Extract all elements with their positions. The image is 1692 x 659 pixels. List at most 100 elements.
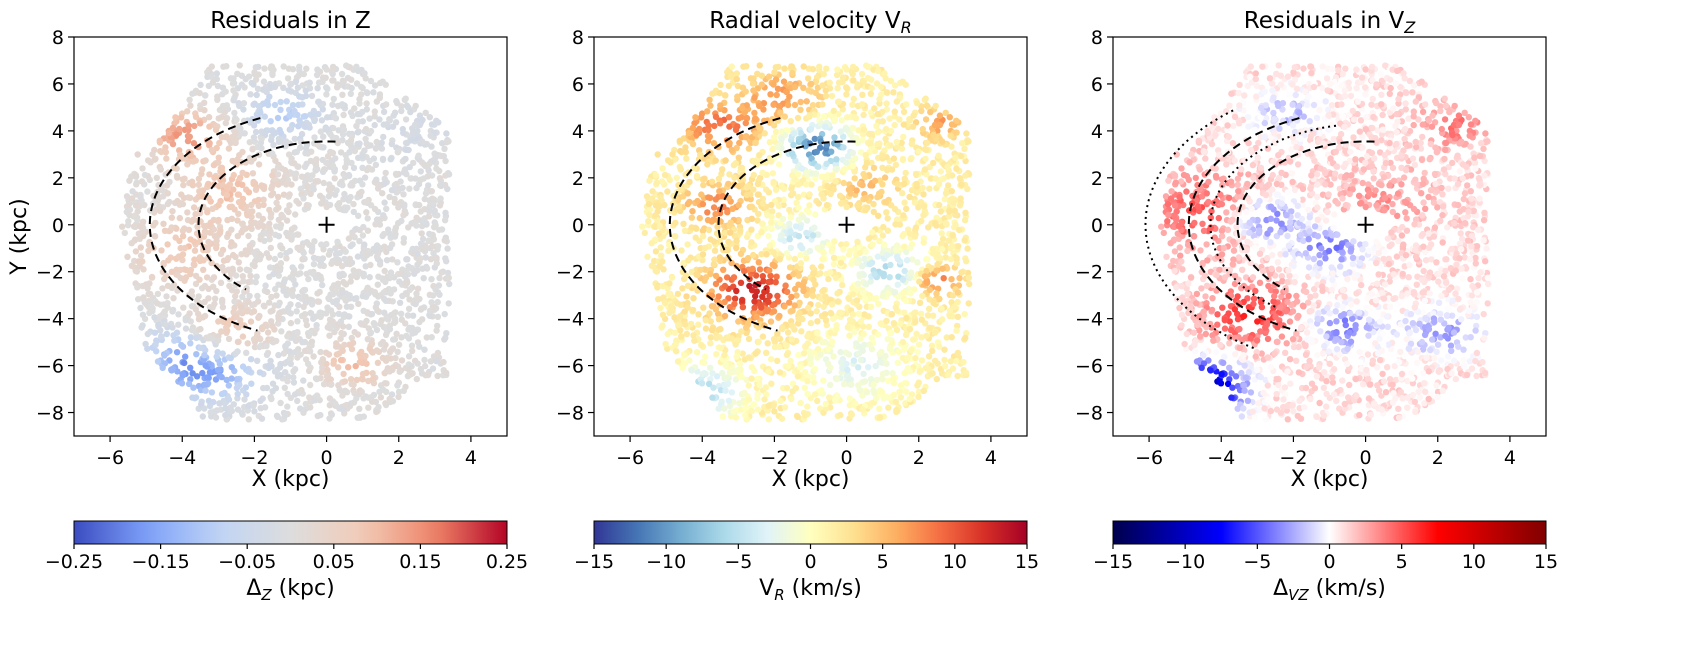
data-point [436,274,443,282]
data-point [372,221,379,228]
data-point [217,176,224,184]
data-point [303,270,310,278]
data-point [702,353,709,360]
data-point [299,101,306,108]
data-point [356,414,364,421]
data-point [391,310,398,317]
data-point [923,267,930,275]
data-point [680,259,687,267]
data-point [834,290,841,297]
data-point [806,191,813,198]
data-point [188,326,196,334]
data-point [657,244,664,251]
data-point [738,114,745,121]
data-point [246,267,253,274]
data-point [356,405,363,412]
data-point [382,400,389,407]
data-point [672,219,679,227]
x-tick-label: −4 [168,447,196,469]
data-point [235,210,242,217]
data-point [266,264,274,271]
data-point [712,157,719,164]
data-point [725,397,733,404]
data-point [156,137,163,144]
data-point [233,313,240,320]
data-point [253,273,260,280]
data-point [403,267,410,275]
data-point [138,178,146,185]
data-point [340,126,348,133]
data-point [872,362,879,370]
data-point [380,133,387,141]
data-point [793,292,800,299]
data-point [413,267,420,274]
data-point [154,300,161,307]
data-point [405,305,413,312]
data-point [279,245,286,252]
data-point [154,197,161,204]
data-point [377,394,385,401]
data-point [283,255,290,262]
data-point [912,224,920,231]
data-point [427,358,434,365]
data-point [246,242,254,249]
data-point [256,343,263,351]
data-point [302,317,310,324]
data-point [788,293,795,301]
data-point [387,290,394,297]
data-point [319,199,326,207]
data-point [735,154,742,161]
data-point [281,384,288,391]
data-point [347,90,354,98]
data-point [271,83,279,91]
data-point [745,145,753,152]
data-point [320,133,327,140]
data-point [754,390,761,398]
data-point [828,301,836,308]
data-point [300,113,308,120]
data-point [271,101,279,109]
data-point [317,348,324,356]
data-point [365,377,372,385]
data-point [328,381,335,388]
data-point [906,395,913,403]
data-point [293,308,300,315]
data-point [350,164,358,172]
y-tick-label: −4 [36,309,64,331]
data-point [962,209,969,216]
data-point [817,270,824,277]
data-point [375,348,383,355]
data-point [837,128,844,135]
data-point [405,224,412,231]
data-point [867,376,875,383]
data-point [351,390,358,397]
data-point [181,244,189,252]
data-point [664,188,671,195]
data-point [323,91,330,98]
data-point [806,247,814,255]
data-point [752,115,759,123]
data-point [726,171,733,178]
data-point [809,292,817,300]
data-point [719,413,726,420]
data-point [379,78,386,85]
data-point [262,282,269,289]
data-point [235,259,242,266]
data-point [775,202,782,209]
data-point [403,146,410,153]
data-point [929,245,936,253]
data-point [245,232,252,240]
data-point [339,406,346,413]
data-point [297,351,304,358]
data-point [803,229,810,237]
data-point [956,274,963,282]
data-point [930,131,937,139]
data-point [803,169,810,177]
data-point [906,193,913,201]
data-point [261,237,268,244]
data-point [949,232,956,239]
data-point [429,232,436,239]
data-point [391,233,399,240]
data-point [699,233,707,240]
data-point [839,365,846,372]
